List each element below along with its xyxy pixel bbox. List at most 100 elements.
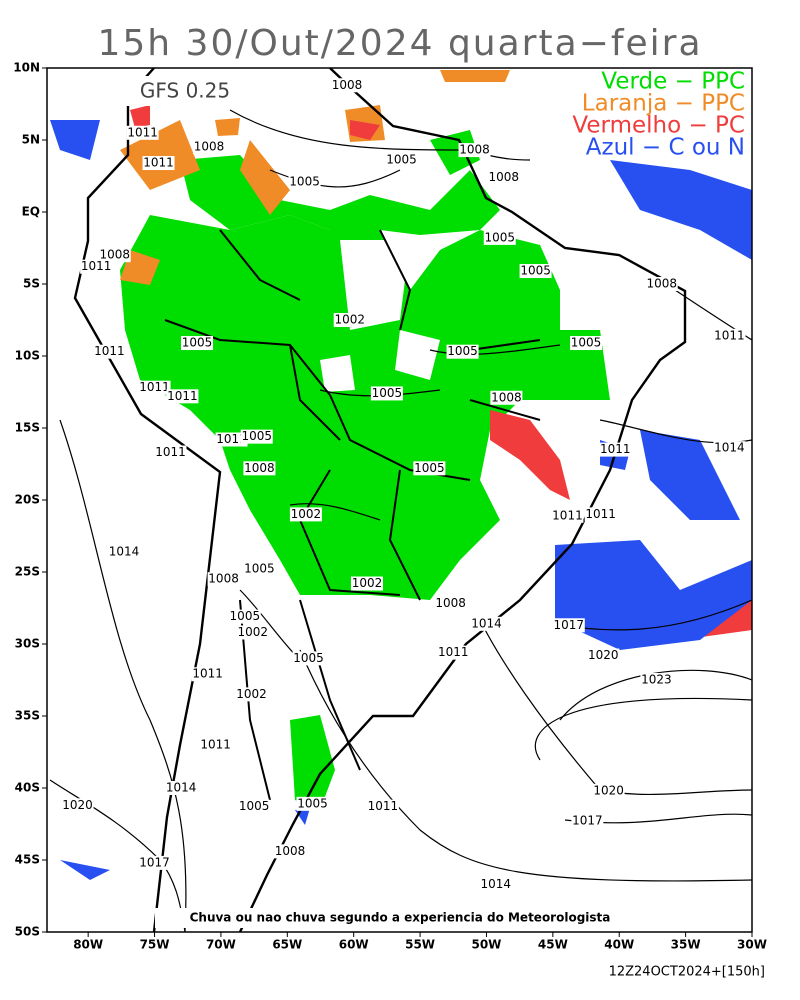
contour-label: 1008 — [244, 461, 275, 475]
contour-label-bg — [333, 313, 366, 327]
lon-tick-label: 65W — [272, 938, 302, 952]
contour-label: 1005 — [230, 609, 261, 623]
contour-label: 1014 — [714, 441, 745, 455]
contour-label: 1017 — [139, 855, 170, 869]
lat-tick-label: 15S — [15, 421, 40, 435]
contour-label: 1011 — [94, 344, 125, 358]
blue-areas — [50, 120, 752, 880]
contour-label-bg — [98, 248, 131, 263]
contour-label-bg — [240, 429, 273, 444]
lat-tick-label: 5S — [23, 277, 40, 291]
contour-label-bg — [192, 140, 225, 155]
contour-label-bg — [483, 230, 516, 245]
contour-label-bg — [458, 143, 491, 158]
contour-label-bg — [289, 507, 322, 522]
contour-label-bg — [199, 737, 232, 752]
contour-label: 1011 — [600, 442, 631, 456]
contour-label-bg — [207, 572, 240, 587]
contour-label-bg — [470, 616, 503, 631]
legend-entry: Vermelho − PC — [572, 113, 745, 139]
contour-label: 1008 — [491, 390, 522, 404]
contour-label: 1005 — [447, 344, 478, 358]
contour-label: 1020 — [62, 798, 93, 812]
contour-label-bg — [166, 389, 199, 404]
contour-label-bg — [288, 174, 321, 189]
title: 15h 30/Out/2024 quarta−feira — [97, 23, 702, 64]
contour-label-bg — [584, 507, 617, 522]
contour-label-bg — [571, 814, 604, 829]
contour-label-bg — [138, 380, 171, 395]
contour-label: 1017 — [554, 618, 585, 632]
contour-label: 1002 — [238, 625, 269, 639]
lon-tick-label: 70W — [206, 938, 236, 952]
lon-tick-label: 40W — [604, 938, 634, 952]
contour-label: 1002 — [334, 313, 365, 327]
lon-tick-label: 35W — [671, 938, 701, 952]
contour-label-bg — [599, 442, 632, 457]
contour-label: 1011 — [155, 445, 186, 459]
clear-areas — [320, 240, 525, 520]
contour-label: 1020 — [593, 783, 624, 797]
contour-label-bg — [228, 609, 261, 624]
contour-label-bg — [413, 461, 446, 476]
contour-label-bg — [296, 796, 329, 811]
lon-tick-label: 55W — [405, 938, 435, 952]
contour-label-bg — [490, 390, 523, 405]
contour-label: 1005 — [182, 336, 213, 350]
lat-tick-label: 50S — [15, 925, 40, 939]
legend-entry: Verde − PPC — [601, 69, 745, 95]
contour-label-bg — [519, 264, 552, 279]
contour-label: 1008 — [459, 143, 490, 157]
contour-label: 1005 — [520, 264, 551, 278]
contour-label-bg — [154, 445, 187, 460]
lon-tick-label: 80W — [73, 938, 103, 952]
lat-tick-label: 5N — [22, 133, 40, 147]
contour-label: 1005 — [372, 386, 403, 400]
contour-label-bg — [446, 344, 479, 359]
contour-label: 1008 — [488, 170, 519, 184]
contour-label: 1014 — [480, 877, 511, 891]
contour-label: 1005 — [239, 799, 270, 813]
contour-label-bg — [191, 667, 224, 682]
contour-label: 1011 — [192, 667, 223, 681]
contour-label-bg — [370, 386, 403, 401]
borders — [164, 229, 541, 801]
contour-label: 1020 — [588, 648, 619, 662]
contour-label: 1008 — [275, 844, 306, 858]
contour-label: 1011 — [585, 507, 616, 521]
lat-tick-label: 10S — [15, 349, 40, 363]
note: Chuva ou nao chuva segundo a experiencia… — [190, 911, 611, 925]
contour-label-bg — [366, 799, 399, 814]
contour-label-bg — [108, 544, 141, 559]
contour-label: 1011 — [552, 508, 583, 522]
contour-label-bg — [479, 877, 512, 892]
contour-label: 1005 — [242, 429, 273, 443]
contour-label-bg — [551, 508, 584, 523]
contour-label: 1005 — [484, 230, 515, 244]
contour-label-bg — [243, 461, 276, 476]
contour-label: 1011 — [139, 380, 170, 394]
contour-label-bg — [592, 783, 625, 798]
contour-label-bg — [350, 576, 383, 591]
contour-label-bg — [93, 344, 126, 359]
contour-label-bg — [570, 336, 603, 351]
contour-label-bg — [236, 625, 269, 640]
contour-label-bg — [385, 153, 418, 168]
contour-label: 1011 — [216, 432, 247, 446]
model-label: GFS 0.25 — [140, 79, 230, 103]
lon-tick-label: 75W — [140, 938, 170, 952]
contour-label-bg — [61, 798, 94, 813]
contour-label-bg — [292, 651, 325, 666]
contour-label-bg — [243, 562, 276, 577]
contour-label-bg — [645, 277, 678, 291]
contour-label-bg — [238, 799, 271, 814]
contour-label-bg — [552, 618, 585, 633]
contour-label: 1008 — [435, 596, 466, 610]
map-layers — [49, 68, 752, 932]
contour-label-bg — [138, 855, 171, 870]
contour-label: 1005 — [244, 562, 275, 576]
lat-tick-label: 25S — [15, 565, 40, 579]
lat-tick-label: 40S — [15, 781, 40, 795]
